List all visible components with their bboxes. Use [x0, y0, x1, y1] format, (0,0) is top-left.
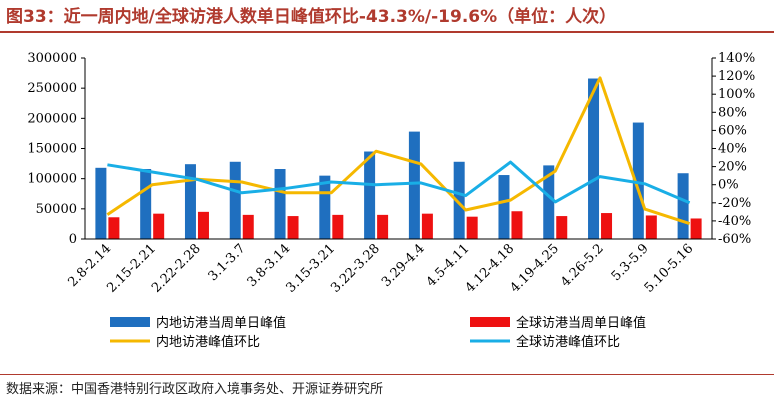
right-tick-label: -40%: [718, 214, 751, 229]
legend-label: 全球访港峰值环比: [516, 334, 620, 350]
bar: [556, 216, 568, 239]
bar: [421, 213, 433, 239]
bar: [95, 167, 107, 239]
right-tick-label: 100%: [718, 87, 755, 102]
bar: [229, 161, 241, 239]
bar: [319, 175, 331, 239]
bar: [274, 169, 286, 239]
bar: [377, 214, 389, 239]
x-axis: 2.8-2.142.15-2.212.22-2.28 3.1-3.73.8-3.1…: [65, 238, 712, 296]
chart-title: 图33：近一周内地/全球访港人数单日峰值环比-43.3%/-19.6%（单位：人…: [6, 7, 617, 27]
bar: [287, 216, 299, 239]
bar: [108, 217, 120, 239]
bar: [632, 122, 644, 239]
bar: [453, 161, 465, 239]
x-tick-label: 5.3-5.9: [609, 241, 652, 284]
x-tick-label: 5.10-5.16: [642, 241, 697, 296]
right-tick-label: 60%: [718, 123, 747, 138]
right-tick-label: -60%: [718, 232, 751, 247]
bars-layer: [95, 78, 702, 239]
series-line: [106, 76, 691, 226]
x-tick-label: 4.26-5.2: [558, 241, 607, 290]
right-tick-label: 40%: [718, 142, 747, 157]
series-line: [107, 160, 691, 205]
bar: [601, 213, 613, 239]
legend-swatch: [470, 317, 510, 327]
bar: [511, 211, 523, 239]
left-tick-label: 200000: [27, 111, 77, 126]
left-y-axis: 0 50000 100000 150000 200000 250000 300000: [27, 51, 86, 247]
bar: [364, 151, 376, 239]
x-tick-label: 4.19-4.25: [507, 241, 562, 296]
bar: [140, 169, 152, 239]
bar: [197, 211, 209, 239]
right-tick-label: -20%: [718, 196, 751, 211]
legend-swatch: [110, 317, 150, 327]
x-tick-label: 3.22-3.28: [328, 241, 383, 296]
bar: [153, 213, 165, 239]
legend-label: 内地访港峰值环比: [156, 334, 260, 350]
title-divider: [0, 31, 774, 33]
lines-layer: [106, 76, 691, 226]
right-tick-label: 80%: [718, 105, 747, 120]
legend-label: 全球访港当周单日峰值: [516, 315, 646, 331]
bar: [588, 78, 600, 239]
x-tick-label: 2.22-2.28: [149, 241, 204, 296]
left-tick-label: 50000: [36, 202, 77, 217]
legend-label: 内地访港当周单日峰值: [156, 315, 286, 331]
source-divider: [0, 374, 774, 375]
x-tick-label: 3.29-4.4: [379, 241, 428, 290]
bar: [543, 165, 555, 239]
source-note: 数据来源：中国香港特别行政区政府入境事务处、开源证券研究所: [6, 382, 384, 397]
left-tick-label: 0: [69, 232, 77, 247]
bar: [645, 215, 657, 239]
x-tick-label: 3.1-3.7: [206, 241, 249, 284]
chart-area: 0 50000 100000 150000 200000 250000 300000 -60…: [27, 51, 755, 350]
right-tick-label: 20%: [718, 160, 747, 175]
right-tick-label: 140%: [718, 51, 755, 66]
bar: [690, 218, 702, 239]
left-tick-label: 100000: [27, 172, 77, 187]
bar: [498, 175, 510, 239]
bar: [332, 214, 344, 239]
right-tick-label: 120%: [718, 69, 755, 84]
right-tick-label: 0%: [718, 178, 739, 193]
right-y-axis: -60% -40% -20% 0% 20% 40% 60% 80% 100% 120% 140%: [711, 51, 755, 247]
bar: [408, 131, 420, 239]
left-tick-label: 300000: [27, 51, 77, 66]
bar: [242, 214, 254, 239]
bar: [184, 164, 196, 239]
left-tick-label: 150000: [27, 142, 77, 157]
left-tick-label: 250000: [27, 81, 77, 96]
bar: [677, 173, 689, 239]
bar: [466, 216, 478, 239]
